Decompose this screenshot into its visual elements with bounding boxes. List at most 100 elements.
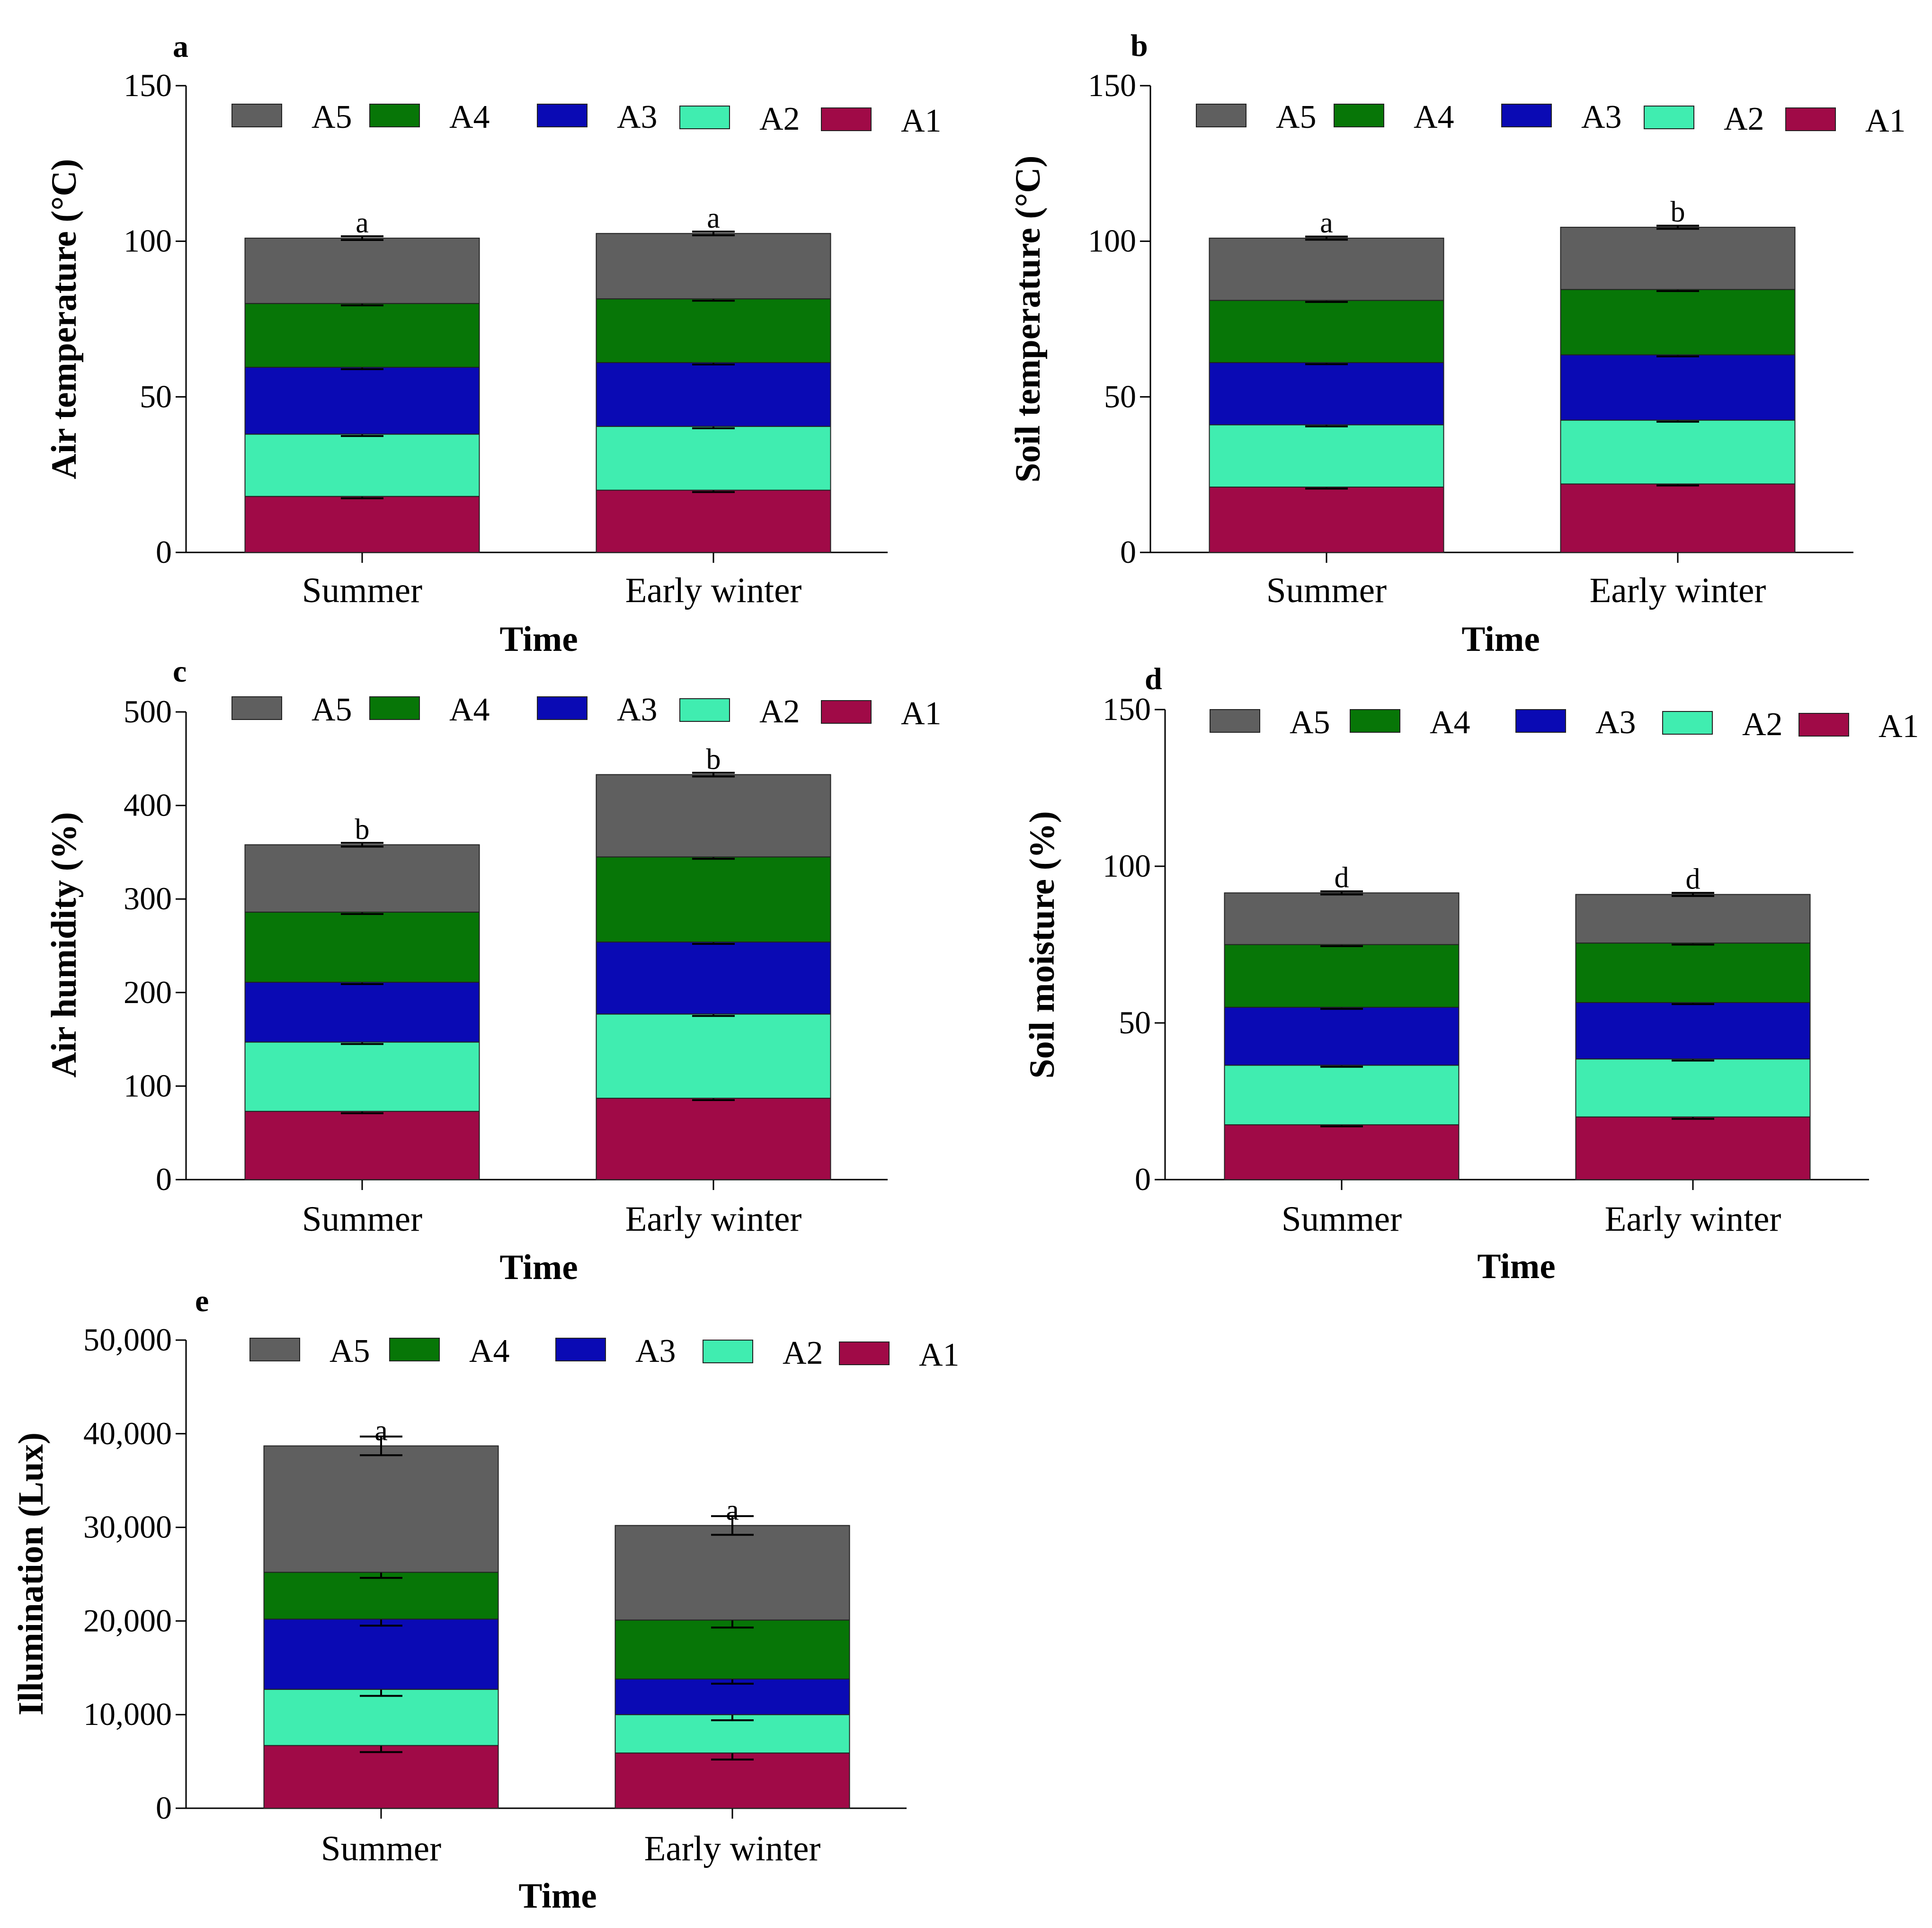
significance-letter: b	[706, 743, 721, 775]
bar-segment-A1	[614, 1752, 850, 1809]
bar-segment-A4	[1575, 942, 1811, 1003]
bar-segment-A3	[1209, 362, 1444, 426]
legend-label-A4: A4	[1430, 704, 1470, 741]
legend-label-A1: A1	[901, 103, 942, 139]
y-tick-label: 0	[156, 1790, 172, 1826]
bar-segment-A3	[596, 362, 831, 427]
bar-segment-A5	[596, 233, 831, 300]
panel-e: e 0 10,000 20,000 30,000 40,000 50,000 Summer Ea…	[11, 1284, 960, 1916]
bar-segment-A2	[596, 1013, 831, 1099]
legend-swatch-A1	[821, 107, 872, 131]
bar-segment-A5	[1224, 892, 1460, 945]
y-tick-label: 50	[1104, 378, 1136, 414]
significance-letter: a	[1320, 207, 1333, 239]
legend-label-A2: A2	[1724, 101, 1764, 137]
y-axis-title: Illumination (Lux)	[11, 1432, 51, 1715]
legend-swatch-A3	[1515, 709, 1566, 733]
significance-letter: d	[1335, 862, 1349, 894]
legend-swatch-A5	[231, 696, 282, 720]
bar-segment-A3	[596, 942, 831, 1015]
bar-segment-A2	[1224, 1065, 1460, 1126]
x-axis-title: Time	[499, 620, 578, 659]
x-category-label: Summer	[302, 571, 422, 610]
y-axis-title: Soil temperature (°C)	[1008, 156, 1048, 483]
x-category-label: Summer	[1266, 571, 1387, 610]
bar-segment-A3	[244, 366, 480, 435]
y-tick-label: 50	[1119, 1004, 1151, 1040]
legend-swatch-A5	[1196, 104, 1246, 127]
bar-segment-A5	[1209, 238, 1444, 301]
legend-label-A1: A1	[901, 695, 942, 732]
legend-swatch-A2	[1644, 106, 1694, 129]
panel-letter: a	[173, 29, 188, 64]
x-axis-title: Time	[1477, 1247, 1555, 1286]
panel-a: a 0 50 100 150 Summer Early winter Time Air temp…	[45, 29, 942, 659]
panel-letter: b	[1131, 28, 1148, 63]
x-category-label: Summer	[1282, 1199, 1402, 1239]
bar-segment-A5	[1575, 894, 1811, 944]
legend-swatch-A1	[839, 1342, 890, 1365]
bar-segment-A4	[244, 911, 480, 983]
bar-segment-A5	[614, 1525, 850, 1621]
bar-segment-A2	[1209, 424, 1444, 488]
x-category-label: Early winter	[625, 1199, 802, 1239]
bar-segment-A2	[596, 426, 831, 491]
x-axis-title: Time	[518, 1876, 597, 1916]
significance-letter: a	[356, 207, 369, 239]
legend-label-A3: A3	[635, 1333, 676, 1369]
legend-swatch-A1	[1798, 713, 1849, 737]
bar-segment-A4	[614, 1619, 850, 1680]
legend-label-A2: A2	[759, 693, 800, 730]
legend-label-A2: A2	[783, 1335, 823, 1371]
legend-label-A5: A5	[1290, 704, 1330, 741]
legend-swatch-A2	[679, 698, 730, 722]
bar-segment-A1	[1224, 1124, 1460, 1180]
y-axis-title: Air temperature (°C)	[45, 159, 84, 480]
legend-swatch-A5	[231, 104, 282, 127]
legend-swatch-A2	[679, 106, 730, 129]
x-axis-title: Time	[499, 1248, 578, 1287]
y-tick-label: 0	[156, 1161, 172, 1197]
legend-swatch-A5	[249, 1338, 300, 1361]
bar-segment-A3	[1560, 354, 1796, 421]
bar-segment-A2	[244, 1041, 480, 1112]
y-axis-title: Air humidity (%)	[45, 812, 84, 1077]
x-category-label: Early winter	[1605, 1199, 1781, 1239]
bar-segment-A5	[1560, 227, 1796, 290]
legend-label-A5: A5	[329, 1333, 370, 1369]
legend-label-A1: A1	[1879, 708, 1919, 745]
bar-segment-A3	[614, 1679, 850, 1715]
legend-label-A2: A2	[759, 101, 800, 137]
significance-letter: b	[1671, 196, 1685, 228]
significance-letter: a	[726, 1494, 739, 1527]
y-axis-title: Soil moisture (%)	[1023, 811, 1062, 1078]
bar-segment-A5	[244, 844, 480, 913]
legend-label-A3: A3	[1581, 99, 1622, 135]
bar-segment-A2	[1560, 419, 1796, 485]
y-tick-label: 100	[1103, 848, 1151, 884]
y-tick-label: 150	[1088, 67, 1136, 103]
legend-swatch-A3	[1501, 104, 1552, 127]
bar-segment-A1	[596, 1098, 831, 1180]
y-tick-label: 40,000	[83, 1415, 172, 1451]
significance-letter: b	[355, 814, 370, 846]
bar-segment-A4	[1209, 300, 1444, 364]
x-category-label: Early winter	[644, 1829, 821, 1868]
bar-segment-A4	[263, 1572, 499, 1620]
x-category-label: Summer	[302, 1199, 422, 1239]
y-tick-label: 100	[124, 1067, 172, 1103]
legend-label-A2: A2	[1742, 706, 1783, 743]
panel-letter: e	[195, 1284, 209, 1318]
legend-label-A4: A4	[469, 1333, 510, 1369]
bar-segment-A3	[263, 1618, 499, 1690]
panel-d: d 0 50 100 150 Summer Early winter Time Soil moi…	[1023, 662, 1919, 1286]
legend-label-A3: A3	[1595, 704, 1636, 741]
significance-letter: a	[374, 1415, 388, 1447]
bar-segment-A4	[596, 856, 831, 943]
bar-segment-A1	[596, 489, 831, 553]
y-tick-label: 150	[124, 67, 172, 103]
legend-label-A5: A5	[312, 99, 352, 135]
y-tick-label: 0	[1120, 534, 1136, 570]
bar-segment-A3	[244, 982, 480, 1043]
